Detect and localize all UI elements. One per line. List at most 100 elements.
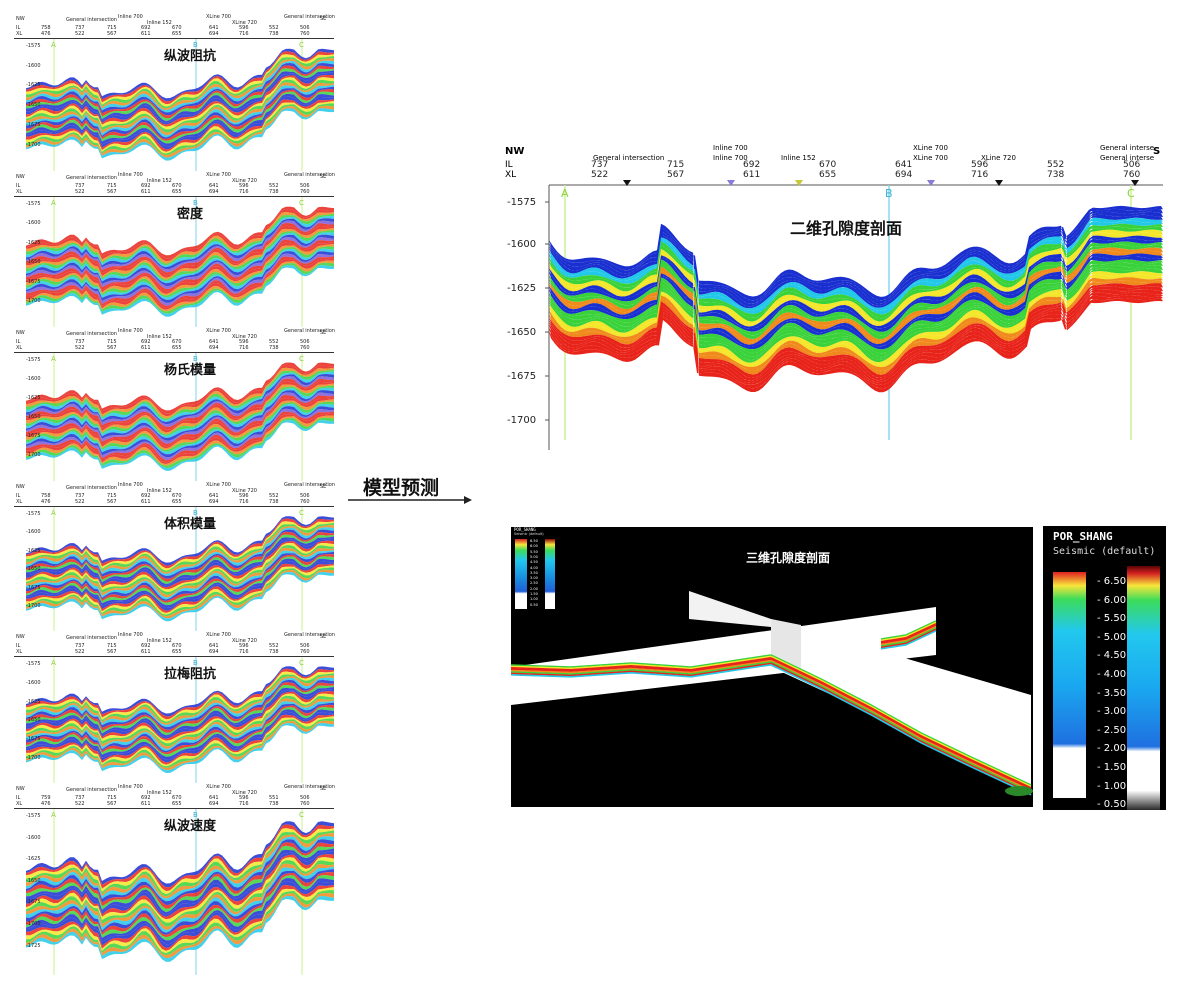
mini-colorbar-right xyxy=(545,539,555,609)
il-tick-label: 759 xyxy=(41,795,51,801)
inline-700-label: Inline 700 xyxy=(118,632,143,638)
depth-label: -1575 xyxy=(26,813,41,819)
inline-152-label: Inline 152 xyxy=(147,488,172,494)
section-plot-svg: A B C xyxy=(26,507,334,631)
porosity-3d-view: 三维孔隙度剖面 POR_SHANG Seismic (default) 6.50… xyxy=(510,527,1033,807)
xl-tick-label: 611 xyxy=(743,170,761,180)
colorbar-gradient-left xyxy=(1053,572,1086,798)
seismic-ribbon xyxy=(510,657,772,671)
depth-label: -1725 xyxy=(26,942,41,949)
depth-label: -1600 xyxy=(26,834,41,841)
inline-700-label: Inline 700 xyxy=(118,328,143,334)
xl-tick-label: 694 xyxy=(209,499,219,505)
section-plot: A B C -1575 -1600 -1625 -1650 -1675 -1700 体积模量 xyxy=(14,506,334,631)
il-tick-label: 715 xyxy=(107,183,117,189)
section-title: 拉梅阻抗 xyxy=(163,667,217,682)
depth-label: -1650 xyxy=(26,566,41,573)
porosity-2d-title: 二维孔隙度剖面 xyxy=(790,219,903,238)
seismic-layer xyxy=(549,211,1163,307)
depth-label: -1650 xyxy=(26,877,41,884)
depth-label: -1625 xyxy=(26,239,41,246)
xline-700-label: XLine 700 xyxy=(206,784,231,790)
xline-700-label: XLine 700 xyxy=(206,172,231,178)
depth-label: -1650 xyxy=(26,414,41,421)
xline-720-label: XLine 720 xyxy=(232,20,257,26)
xl-tick-label: 655 xyxy=(172,801,182,807)
il-tick-label: 758 xyxy=(41,25,51,31)
general-intersection-label: General intersection xyxy=(66,331,117,337)
inline-152-label: Inline 152 xyxy=(147,790,172,796)
seismic-ribbon xyxy=(770,664,1032,796)
xl-tick-label: 760 xyxy=(300,189,310,195)
well-marker-letter: C xyxy=(299,41,304,49)
depth-label: -1575 xyxy=(26,357,41,363)
il-tick-label: 596 xyxy=(239,25,249,31)
section-plot-svg: A B C xyxy=(26,353,334,481)
xl-tick-label: 522 xyxy=(75,31,85,37)
xl-label: XL xyxy=(16,499,23,505)
section-header: NW SE IL XL General intersection Inline 700 In… xyxy=(14,328,335,352)
colorbar-value-label: - 4.50 xyxy=(1097,650,1127,662)
attribute-section-2: NW SE IL XL General intersection Inline 700 In… xyxy=(14,172,335,327)
depth-label: -1675 xyxy=(507,371,536,382)
xline-700-label: XLine 700 xyxy=(206,14,231,20)
il-tick-label: 506 xyxy=(300,183,310,189)
xl-label: XL xyxy=(16,345,23,351)
xl-tick-label: 694 xyxy=(209,345,219,351)
inline-700-label-b: Inline 700 xyxy=(713,154,748,162)
nw-label: NW xyxy=(16,634,25,640)
mini-colorbar-value: 3.50 xyxy=(530,570,538,575)
vertical-slice-plane xyxy=(771,619,1031,787)
il-tick-label: 670 xyxy=(172,643,182,649)
il-tick-label: 737 xyxy=(75,643,85,649)
porosity-2d-plot: -1575 -1600 -1625 -1650 -1675 -1700 A B C xyxy=(507,180,1163,450)
xl-tick-label: 738 xyxy=(269,345,279,351)
general-intersection-right-b: General interse xyxy=(1100,154,1155,162)
well-marker-letter: B xyxy=(193,659,198,667)
depth-label: -1700 xyxy=(26,452,41,459)
depth-label: -1675 xyxy=(26,584,41,591)
general-intersection-right-a: General interse xyxy=(1100,144,1155,152)
il-label: IL xyxy=(16,795,21,801)
xline-720-label: XLine 720 xyxy=(981,154,1016,162)
seismic-ribbon xyxy=(510,658,772,673)
inline-700-label: Inline 700 xyxy=(118,482,143,488)
green-marker xyxy=(1005,786,1033,796)
colorbar-value-label: - 0.50 xyxy=(1097,799,1127,811)
porosity-2d-section: NW S IL XL General intersection Inline 7… xyxy=(503,140,1163,450)
xl-tick-label: 738 xyxy=(269,31,279,37)
seismic-ribbon xyxy=(510,654,772,668)
il-tick-label: 552 xyxy=(269,643,279,649)
colorbar-subtitle: Seismic (default) xyxy=(1053,546,1156,557)
general-intersection-right-label: General intersection xyxy=(284,482,335,488)
il-tick-label: 506 xyxy=(300,25,310,31)
colorbar-gradient-right xyxy=(1127,566,1160,810)
mini-colorbar-value: 5.00 xyxy=(530,554,538,559)
depth-label: -1675 xyxy=(26,121,41,128)
general-intersection-label: General intersection xyxy=(66,17,117,23)
right-arrow-icon xyxy=(348,496,472,504)
xl-tick-label: 716 xyxy=(239,649,249,655)
xl-tick-label: 567 xyxy=(667,170,685,180)
seismic-ribbon xyxy=(770,655,1032,788)
well-marker-letter: C xyxy=(299,811,304,819)
xl-tick-label: 522 xyxy=(75,649,85,655)
seismic-ribbon xyxy=(880,621,937,642)
seismic-ribbon xyxy=(770,657,1032,789)
well-marker-letter: B xyxy=(193,355,198,363)
intersection-marker-icon xyxy=(623,180,631,186)
nw-label: NW xyxy=(16,174,25,180)
general-intersection-right-label: General intersection xyxy=(284,172,335,178)
well-marker-letter: A xyxy=(51,355,56,363)
back-slice-plane xyxy=(689,591,771,627)
se-label: SE xyxy=(320,330,327,336)
il-tick-label: 692 xyxy=(141,25,151,31)
section-header: NW SE IL XL General intersection Inline 700 In… xyxy=(14,632,335,656)
mini-colorbar-subtitle: Seismic (default) xyxy=(514,532,544,536)
section-plot-svg: A B C xyxy=(26,657,334,783)
xl-tick-label: 738 xyxy=(269,189,279,195)
seismic-layer xyxy=(549,232,1163,327)
il-tick-label: 552 xyxy=(269,493,279,499)
attribute-section-5: NW SE IL XL General intersection Inline 700 In… xyxy=(14,632,335,783)
il-tick-label: 596 xyxy=(239,183,249,189)
